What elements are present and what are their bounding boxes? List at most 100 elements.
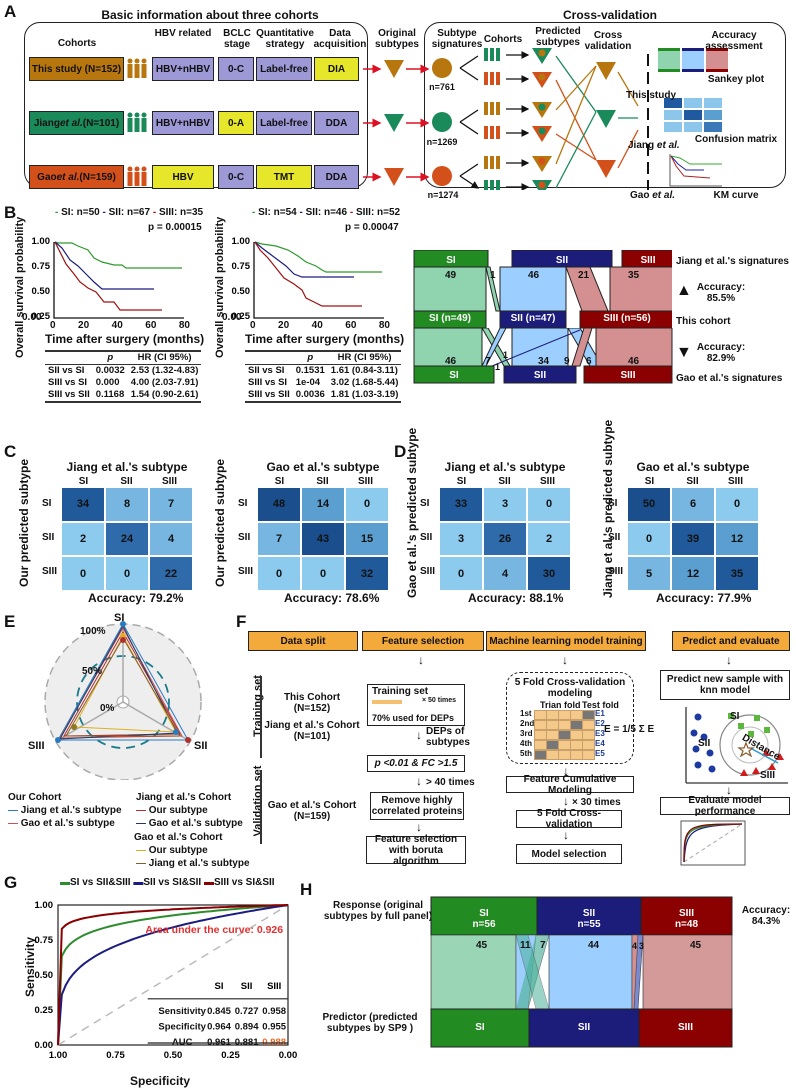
cm-col-label: SI (78, 476, 89, 487)
legend-g2b: — Gao et al.'s subtype (136, 818, 243, 829)
cm-cell: 48 (258, 488, 300, 521)
people-icon (484, 48, 500, 61)
arrow-down-icon: ↓ (416, 774, 422, 788)
triangle-icon (596, 62, 616, 80)
cm-col-label: SIII (539, 476, 555, 487)
quant-cell: Label-free (256, 57, 312, 81)
ytick: 0.25 (35, 1005, 54, 1016)
cm-row-label: SII (608, 532, 621, 543)
legend-g1b: — Gao et al.'s subtype (8, 818, 115, 829)
header-bclc: BCLC stage (223, 28, 251, 50)
sankey-h (430, 896, 733, 1048)
km2-xticks: 0 20 40 60 80 (250, 320, 390, 331)
km1-pvalue: p = 0.00015 (148, 222, 202, 233)
km-curve-sii (254, 241, 354, 278)
fold-label: 5th (520, 749, 532, 758)
arrow-down-icon: ↓ (563, 828, 569, 842)
ytick: 0.00 (35, 1040, 54, 1051)
sankey-mid-si: SI (n=49) (429, 313, 471, 324)
fold-cell (582, 710, 595, 720)
cm-cell: 0 (62, 557, 104, 590)
cohort-jiang: Jiang et al. (N=101) (29, 111, 124, 135)
cm-accuracy: Accuracy: 88.1% (468, 591, 564, 605)
header-original-subtypes: Original subtypes (375, 28, 419, 50)
roc-curve (57, 904, 289, 1046)
h-bot-siii: SIII (677, 1022, 693, 1033)
signature-count: n=1274 (427, 190, 459, 200)
confusion-matrix: 48 14 0 7 43 15 0 0 32 (258, 488, 388, 590)
cm-row-label: SIII (238, 566, 254, 577)
radar-series (65, 637, 181, 737)
km1-hr-table: p HR (CI 95%) SII vs SI 0.0032 2.53 (1.32-4… (45, 350, 202, 403)
f-fcm: Feature Cumulative Modeling (506, 774, 634, 796)
sankey-num: 7 (485, 356, 491, 367)
xtick: 1.00 (49, 1050, 68, 1061)
table-cell: Specificity (158, 1021, 206, 1032)
cm-cell: 0 (440, 557, 482, 590)
table-cell: 0.964 (207, 1021, 231, 1032)
km1-xlabel: Time after surgery (months) (45, 332, 205, 346)
radar-ring-50: 50% (82, 666, 103, 677)
people-icon (127, 58, 147, 78)
sankey-bot-si: SI (449, 370, 459, 381)
sankey-acc-top: Accuracy: 85.5% (696, 282, 746, 304)
table-cell: Sensitivity (158, 1006, 206, 1017)
f-fcv: 5 Fold Cross-validation (516, 808, 622, 830)
people-icon (127, 112, 147, 132)
f-remove: Remove highly correlated proteins (370, 792, 464, 820)
km-curve-sii (54, 241, 154, 290)
arrow-down-icon: ↓ (418, 653, 424, 667)
acq-cell: DDA (314, 165, 359, 189)
f-header: Predict and evaluate (672, 631, 790, 651)
ytick: 0.75 (35, 935, 54, 946)
km1-plot: 1.00 0.75 0.50 0.25 0.00 (32, 236, 184, 322)
table-col: SI (215, 981, 224, 992)
cm-ylabel: Our predicted subtype (17, 458, 31, 588)
sankey-top-siii: SIII (640, 255, 656, 266)
signature-count: n=1269 (426, 137, 458, 147)
cohort-gao: Gao et al. (N=159) (29, 165, 124, 189)
cm-cell: 35 (716, 557, 758, 590)
signature-circle (432, 166, 452, 186)
panel-label-e: E (4, 612, 16, 631)
cv-label-jiang: Jiang et al. (628, 140, 680, 151)
confusion-matrix: 50 6 0 0 39 12 5 12 35 (628, 488, 758, 590)
km-curve-icon (669, 154, 722, 187)
people-icon (484, 72, 500, 85)
f-times30: × 30 times (572, 797, 621, 808)
diagonal-reference (57, 904, 289, 1046)
bclc-cell: 0-A (218, 111, 254, 135)
arrow-down-icon: ↓ (416, 820, 422, 834)
cm-cell: 26 (484, 522, 526, 556)
cm-col-label: SI (274, 476, 285, 487)
f-evaluate: Evaluate model performance (660, 795, 790, 817)
arrow-down-icon: ↓ (562, 653, 568, 667)
f-filter: p <0.01 & FC >1.5 (367, 755, 465, 772)
ytick: 0.75 (32, 261, 51, 272)
arrow-down-icon: ↓ (726, 653, 732, 667)
knn-plot (685, 707, 788, 784)
bclc-cell: 0-C (218, 57, 254, 81)
header-acq: Data acquisition (313, 28, 367, 50)
panel-label-g: G (4, 873, 18, 892)
sankey-b-lower (413, 328, 673, 384)
ytick: 0.50 (32, 286, 51, 297)
cross-validation-frame (424, 22, 786, 188)
header-predicted: Predicted subtypes (535, 26, 581, 48)
sankey-mid-sii: SII (n=47) (510, 313, 556, 324)
cm-cell: 3 (484, 488, 526, 521)
star-icon (737, 741, 755, 758)
cm-accuracy: Accuracy: 78.6% (284, 591, 380, 605)
table-cell: 0.988 (262, 1037, 286, 1048)
header-cv-cohorts: Cohorts (483, 34, 523, 45)
cm-row-label: SIII (608, 566, 624, 577)
cm-cell: 0 (258, 557, 300, 590)
ytick: 0.50 (232, 286, 251, 297)
quant-cell: Label-free (256, 111, 312, 135)
legend-g1: Our Cohort (8, 792, 62, 803)
triangle-icon (596, 110, 616, 128)
cm-cell: 14 (302, 488, 344, 521)
f-deps: DEPs of subtypes (426, 726, 470, 748)
people-icon (484, 102, 500, 115)
arrow-down-icon: ↓ (416, 728, 422, 742)
